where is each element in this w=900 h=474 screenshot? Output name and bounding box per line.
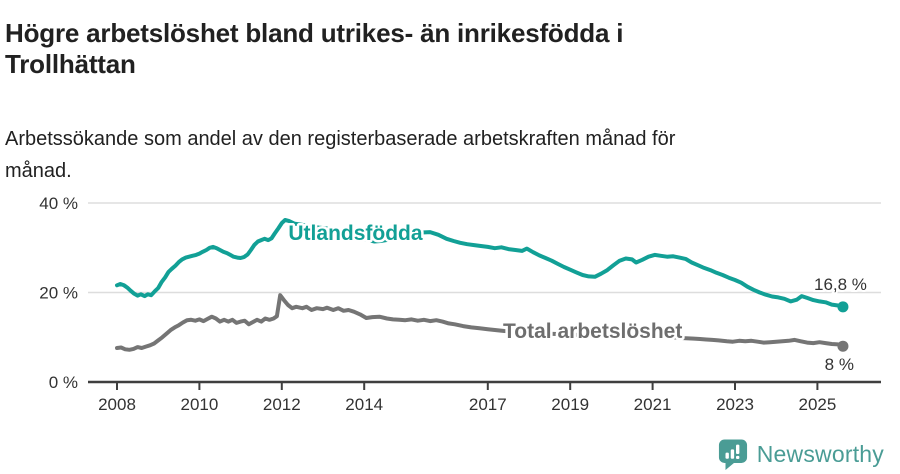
- chart-subtitle: Arbetssökande som andel av den registerb…: [5, 128, 676, 182]
- y-tick-label-40: 40 %: [39, 194, 78, 213]
- x-tick-label-2014: 2014: [345, 395, 383, 414]
- y-tick-label-0: 0 %: [49, 373, 78, 392]
- x-tick-label-2019: 2019: [551, 395, 589, 414]
- x-tick-label-2023: 2023: [716, 395, 754, 414]
- x-tick-label-2017: 2017: [469, 395, 507, 414]
- series-label-0: Utlandsfödda: [288, 222, 422, 245]
- brand-name: Newsworthy: [756, 440, 884, 467]
- x-tick-label-2010: 2010: [180, 395, 218, 414]
- x-tick-label-2021: 2021: [634, 395, 672, 414]
- series-end-dot-0: [837, 301, 849, 313]
- x-tick-label-2012: 2012: [263, 395, 301, 414]
- bar-chart-glyph: [725, 444, 740, 459]
- series-line-0: [115, 218, 845, 309]
- newsworthy-logo-icon: [718, 439, 747, 470]
- series-end-label-0: 16,8 %: [814, 275, 867, 294]
- series-end-label-1: 8 %: [825, 355, 854, 374]
- x-tick-label-2008: 2008: [98, 395, 136, 414]
- y-tick-label-20: 20 %: [39, 284, 78, 303]
- page-title: Högre arbetslöshet bland utrikes- än inr…: [5, 18, 624, 80]
- brand-footer: Newsworthy: [718, 437, 884, 471]
- x-tick-label-2025: 2025: [798, 395, 836, 414]
- series-line-1: [115, 293, 845, 352]
- series-label-1: Total arbetslöshet: [503, 320, 682, 343]
- series-end-dot-1: [837, 340, 849, 352]
